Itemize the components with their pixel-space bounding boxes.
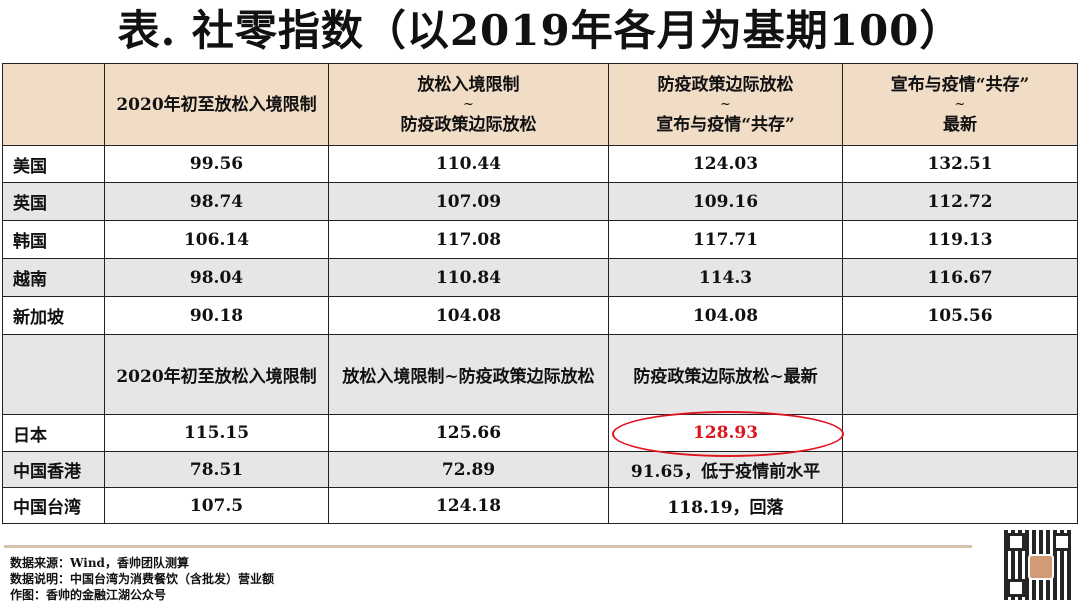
table-cell: 110.44	[328, 145, 609, 183]
row-label: 新加坡	[2, 296, 105, 335]
table-row: 新加坡 90.18 104.08 104.08 105.56	[2, 296, 1078, 335]
header-col3-bottom: 宣布与疫情“共存”	[656, 114, 795, 135]
table-cell: 91.65，低于疫情前水平	[608, 451, 843, 488]
table-cell: 109.16	[608, 182, 843, 221]
table-row: 美国 99.56 110.44 124.03 132.51	[2, 145, 1078, 183]
header-col2-top: 放松入境限制	[417, 74, 520, 95]
note-source: 数据来源：Wind，香帅团队测算	[10, 556, 189, 570]
header-col4-tilde: ~	[954, 96, 966, 112]
table-cell: 118.19，回落	[608, 487, 843, 524]
table-cell: 125.66	[328, 414, 609, 452]
header-corner	[2, 63, 105, 146]
table-cell: 117.71	[608, 220, 843, 259]
row-label: 越南	[2, 258, 105, 297]
table-cell: 117.08	[328, 220, 609, 259]
table-cell: 78.51	[104, 451, 329, 488]
table-cell: 115.15	[104, 414, 329, 452]
row-label: 中国台湾	[2, 487, 105, 524]
header-col3-top: 防疫政策边际放松	[657, 74, 794, 95]
table-row: 韩国 106.14 117.08 117.71 119.13	[2, 220, 1078, 259]
table-cell: 112.72	[842, 182, 1078, 221]
table-cell-empty	[842, 414, 1078, 452]
header-col3: 防疫政策边际放松 ~ 宣布与疫情“共存”	[608, 63, 843, 146]
highlighted-cell: 128.93	[608, 414, 843, 452]
table-cell: 107.5	[104, 487, 329, 524]
table-cell: 132.51	[842, 145, 1078, 183]
subheader-col3: 防疫政策边际放松~最新	[608, 334, 843, 415]
row-label: 中国香港	[2, 451, 105, 488]
table-cell: 104.08	[328, 296, 609, 335]
subheader-col4	[842, 334, 1078, 415]
table-header-row: 2020年初至放松入境限制 放松入境限制 ~ 防疫政策边际放松 防疫政策边际放松…	[2, 63, 1078, 146]
table-cell-empty	[842, 487, 1078, 524]
table-cell: 124.03	[608, 145, 843, 183]
table-row: 中国香港 78.51 72.89 91.65，低于疫情前水平	[2, 451, 1078, 488]
table-cell: 72.89	[328, 451, 609, 488]
table-cell: 90.18	[104, 296, 329, 335]
table-cell: 110.84	[328, 258, 609, 297]
table-cell: 107.09	[328, 182, 609, 221]
note-author: 作图：香帅的金融江湖公众号	[10, 588, 167, 602]
table-cell: 116.67	[842, 258, 1078, 297]
header-col4: 宣布与疫情“共存” ~ 最新	[842, 63, 1078, 146]
table-cell: 106.14	[104, 220, 329, 259]
qr-finder-icon	[1007, 579, 1025, 597]
table-row: 中国台湾 107.5 124.18 118.19，回落	[2, 487, 1078, 524]
footer-divider	[4, 545, 972, 548]
table-cell: 105.56	[842, 296, 1078, 335]
row-label: 美国	[2, 145, 105, 183]
subheader-col1: 2020年初至放松入境限制	[104, 334, 329, 415]
qr-code-icon	[1004, 530, 1074, 600]
table-cell: 124.18	[328, 487, 609, 524]
subheader-col2: 放松入境限制~防疫政策边际放松	[328, 334, 609, 415]
retail-index-table: 2020年初至放松入境限制 放松入境限制 ~ 防疫政策边际放松 防疫政策边际放松…	[2, 63, 1078, 524]
header-col1: 2020年初至放松入境限制	[104, 63, 329, 146]
table-cell: 114.3	[608, 258, 843, 297]
table-cell-empty	[842, 451, 1078, 488]
table-subheader-row: 2020年初至放松入境限制 放松入境限制~防疫政策边际放松 防疫政策边际放松~最…	[2, 334, 1078, 415]
footnotes: 数据来源：Wind，香帅团队测算 数据说明：中国台湾为消费餐饮（含批发）营业额 …	[10, 555, 274, 603]
header-col2-tilde: ~	[463, 96, 474, 112]
header-col4-bottom: 最新	[943, 114, 977, 135]
table-row: 英国 98.74 107.09 109.16 112.72	[2, 182, 1078, 221]
table-row: 日本 115.15 125.66 128.93	[2, 414, 1078, 452]
header-col2-bottom: 防疫政策边际放松	[400, 114, 537, 135]
note-explain: 数据说明：中国台湾为消费餐饮（含批发）营业额	[10, 572, 275, 586]
row-label: 韩国	[2, 220, 105, 259]
avatar	[1028, 554, 1054, 580]
table-cell: 98.04	[104, 258, 329, 297]
page-title: 表. 社零指数（以2019年各月为基期100）	[117, 6, 963, 55]
row-label: 英国	[2, 182, 105, 221]
header-col4-top: 宣布与疫情“共存”	[890, 74, 1030, 95]
header-col3-tilde: ~	[720, 96, 731, 112]
subheader-corner	[2, 334, 105, 415]
table-cell: 98.74	[104, 182, 329, 221]
table-cell: 99.56	[104, 145, 329, 183]
table-row: 越南 98.04 110.84 114.3 116.67	[2, 258, 1078, 297]
row-label: 日本	[2, 414, 105, 452]
table-cell: 119.13	[842, 220, 1078, 259]
header-col2: 放松入境限制 ~ 防疫政策边际放松	[328, 63, 609, 146]
table-cell: 104.08	[608, 296, 843, 335]
